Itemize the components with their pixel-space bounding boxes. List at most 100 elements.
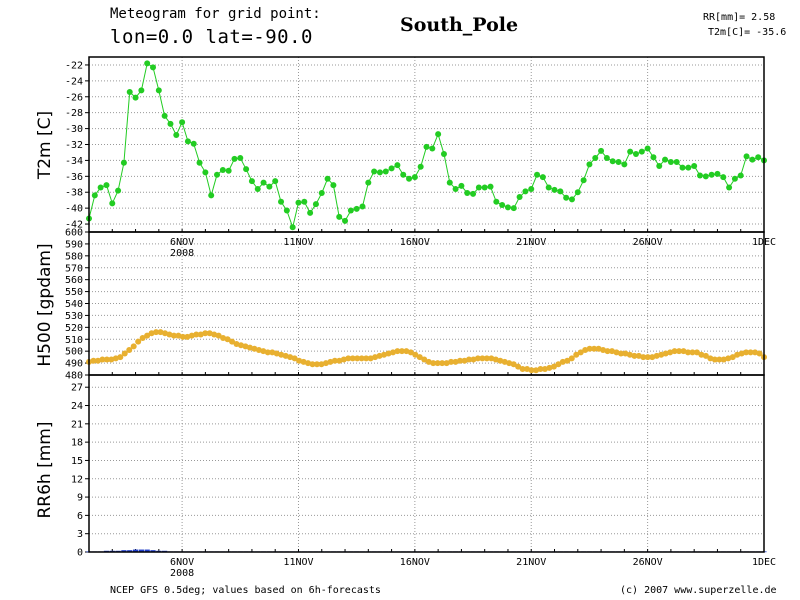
t2m-point (458, 182, 465, 189)
y-tick-label-h500-2: 500 (65, 347, 83, 358)
y-tick-label-h500-8: 560 (65, 275, 83, 286)
h500-point (264, 349, 271, 356)
t2m-point (202, 169, 209, 176)
h500-point (193, 331, 200, 338)
t2m-point (481, 184, 488, 191)
t2m-point (103, 182, 110, 189)
t2m-point (720, 174, 727, 181)
t2m-point (522, 188, 529, 195)
h500-point (671, 348, 678, 355)
y-tick-label-rr-2: 6 (77, 511, 83, 522)
y-tick-label-rr-4: 12 (71, 474, 83, 485)
h500-point (358, 355, 365, 362)
t2m-point (580, 177, 587, 184)
h500-point (416, 354, 423, 361)
h500-point (103, 356, 110, 363)
t2m-point (266, 183, 273, 190)
x-tick-label-bottom-2: 16NOV (400, 557, 430, 568)
t2m-point (685, 164, 692, 171)
h500-point (640, 354, 647, 361)
h500-point (363, 355, 370, 362)
t2m-point (150, 64, 157, 71)
t2m-point (534, 171, 541, 178)
y-tick-label-t2m-9: -24 (65, 76, 83, 87)
t2m-point (470, 190, 477, 197)
t2m-point (109, 200, 116, 207)
t2m-point (691, 162, 698, 169)
rr-bar (132, 549, 139, 552)
t2m-point (504, 204, 511, 211)
t2m-point (667, 159, 674, 165)
t2m-point (155, 87, 162, 94)
h500-point (689, 349, 696, 356)
grid-point-coordinates: lon=0.0 lat=-90.0 (110, 26, 313, 48)
h500-point (412, 351, 419, 358)
t2m-point (278, 198, 285, 205)
y-tick-label-t2m-4: -34 (65, 156, 83, 167)
t2m-point (330, 182, 337, 189)
h500-point (747, 349, 754, 356)
t2m-point (336, 213, 343, 220)
h500-point (291, 355, 298, 362)
t2m-point (97, 184, 104, 191)
y-tick-label-rr-0: 0 (77, 548, 83, 559)
h500-point (144, 332, 151, 339)
t2m-point (644, 145, 651, 152)
t2m-point (301, 198, 308, 205)
h500-point (702, 352, 709, 359)
rr-bar (138, 549, 144, 552)
t2m-point (289, 224, 296, 231)
y-tick-label-t2m-5: -32 (65, 140, 83, 151)
x-tick-label-top-4: 26NOV (633, 237, 663, 248)
y-tick-label-t2m-10: -22 (65, 60, 83, 71)
h500-point (617, 350, 624, 357)
rr-bar (127, 550, 133, 552)
precip-total-stat: RR[mm]= 2.58 (703, 12, 776, 23)
t2m-point (621, 161, 628, 168)
t2m-point (400, 171, 407, 178)
t2m-point (243, 166, 250, 173)
t2m-point (376, 169, 383, 176)
t2m-point (539, 174, 546, 181)
t2m-point (574, 189, 581, 196)
h500-point (421, 356, 428, 363)
t2m-point (609, 158, 616, 165)
h500-point (711, 356, 718, 363)
h500-point (474, 355, 481, 362)
t2m-point (342, 217, 349, 224)
y-tick-label-t2m-0: -42 (65, 220, 83, 231)
h500-point (179, 333, 186, 340)
t2m-point (394, 162, 401, 169)
t2m-point (493, 198, 500, 205)
y-tick-label-t2m-6: -30 (65, 124, 83, 135)
t2m-point (528, 186, 535, 193)
y-tick-label-h500-4: 520 (65, 323, 83, 334)
t2m-point (91, 192, 98, 199)
x-tick-label-top-3: 21NOV (516, 237, 546, 248)
y-tick-label-h500-10: 580 (65, 251, 83, 262)
h500-point (130, 343, 137, 350)
y-tick-label-h500-5: 530 (65, 311, 83, 322)
t2m-point (283, 207, 290, 214)
h500-point (139, 335, 146, 342)
t2m-point (737, 172, 744, 179)
t2m-point (749, 156, 756, 163)
h500-point (407, 349, 414, 356)
t2m-point (586, 161, 593, 168)
h500-point (349, 355, 356, 362)
t2m-point (225, 167, 232, 174)
t2m-point (627, 148, 634, 155)
t2m-point (237, 155, 244, 162)
x-tick-label-top-1: 11NOV (283, 237, 313, 248)
t2m-point (673, 159, 680, 165)
y-tick-label-h500-1: 490 (65, 359, 83, 370)
t2m-point (557, 188, 564, 195)
t2m-point (260, 179, 267, 186)
t2m-point (307, 209, 314, 216)
t2m-point (516, 194, 523, 200)
t2m-point (190, 140, 197, 147)
t2m-point (347, 207, 354, 214)
h500-point (430, 360, 437, 367)
y-tick-label-h500-6: 540 (65, 299, 83, 310)
